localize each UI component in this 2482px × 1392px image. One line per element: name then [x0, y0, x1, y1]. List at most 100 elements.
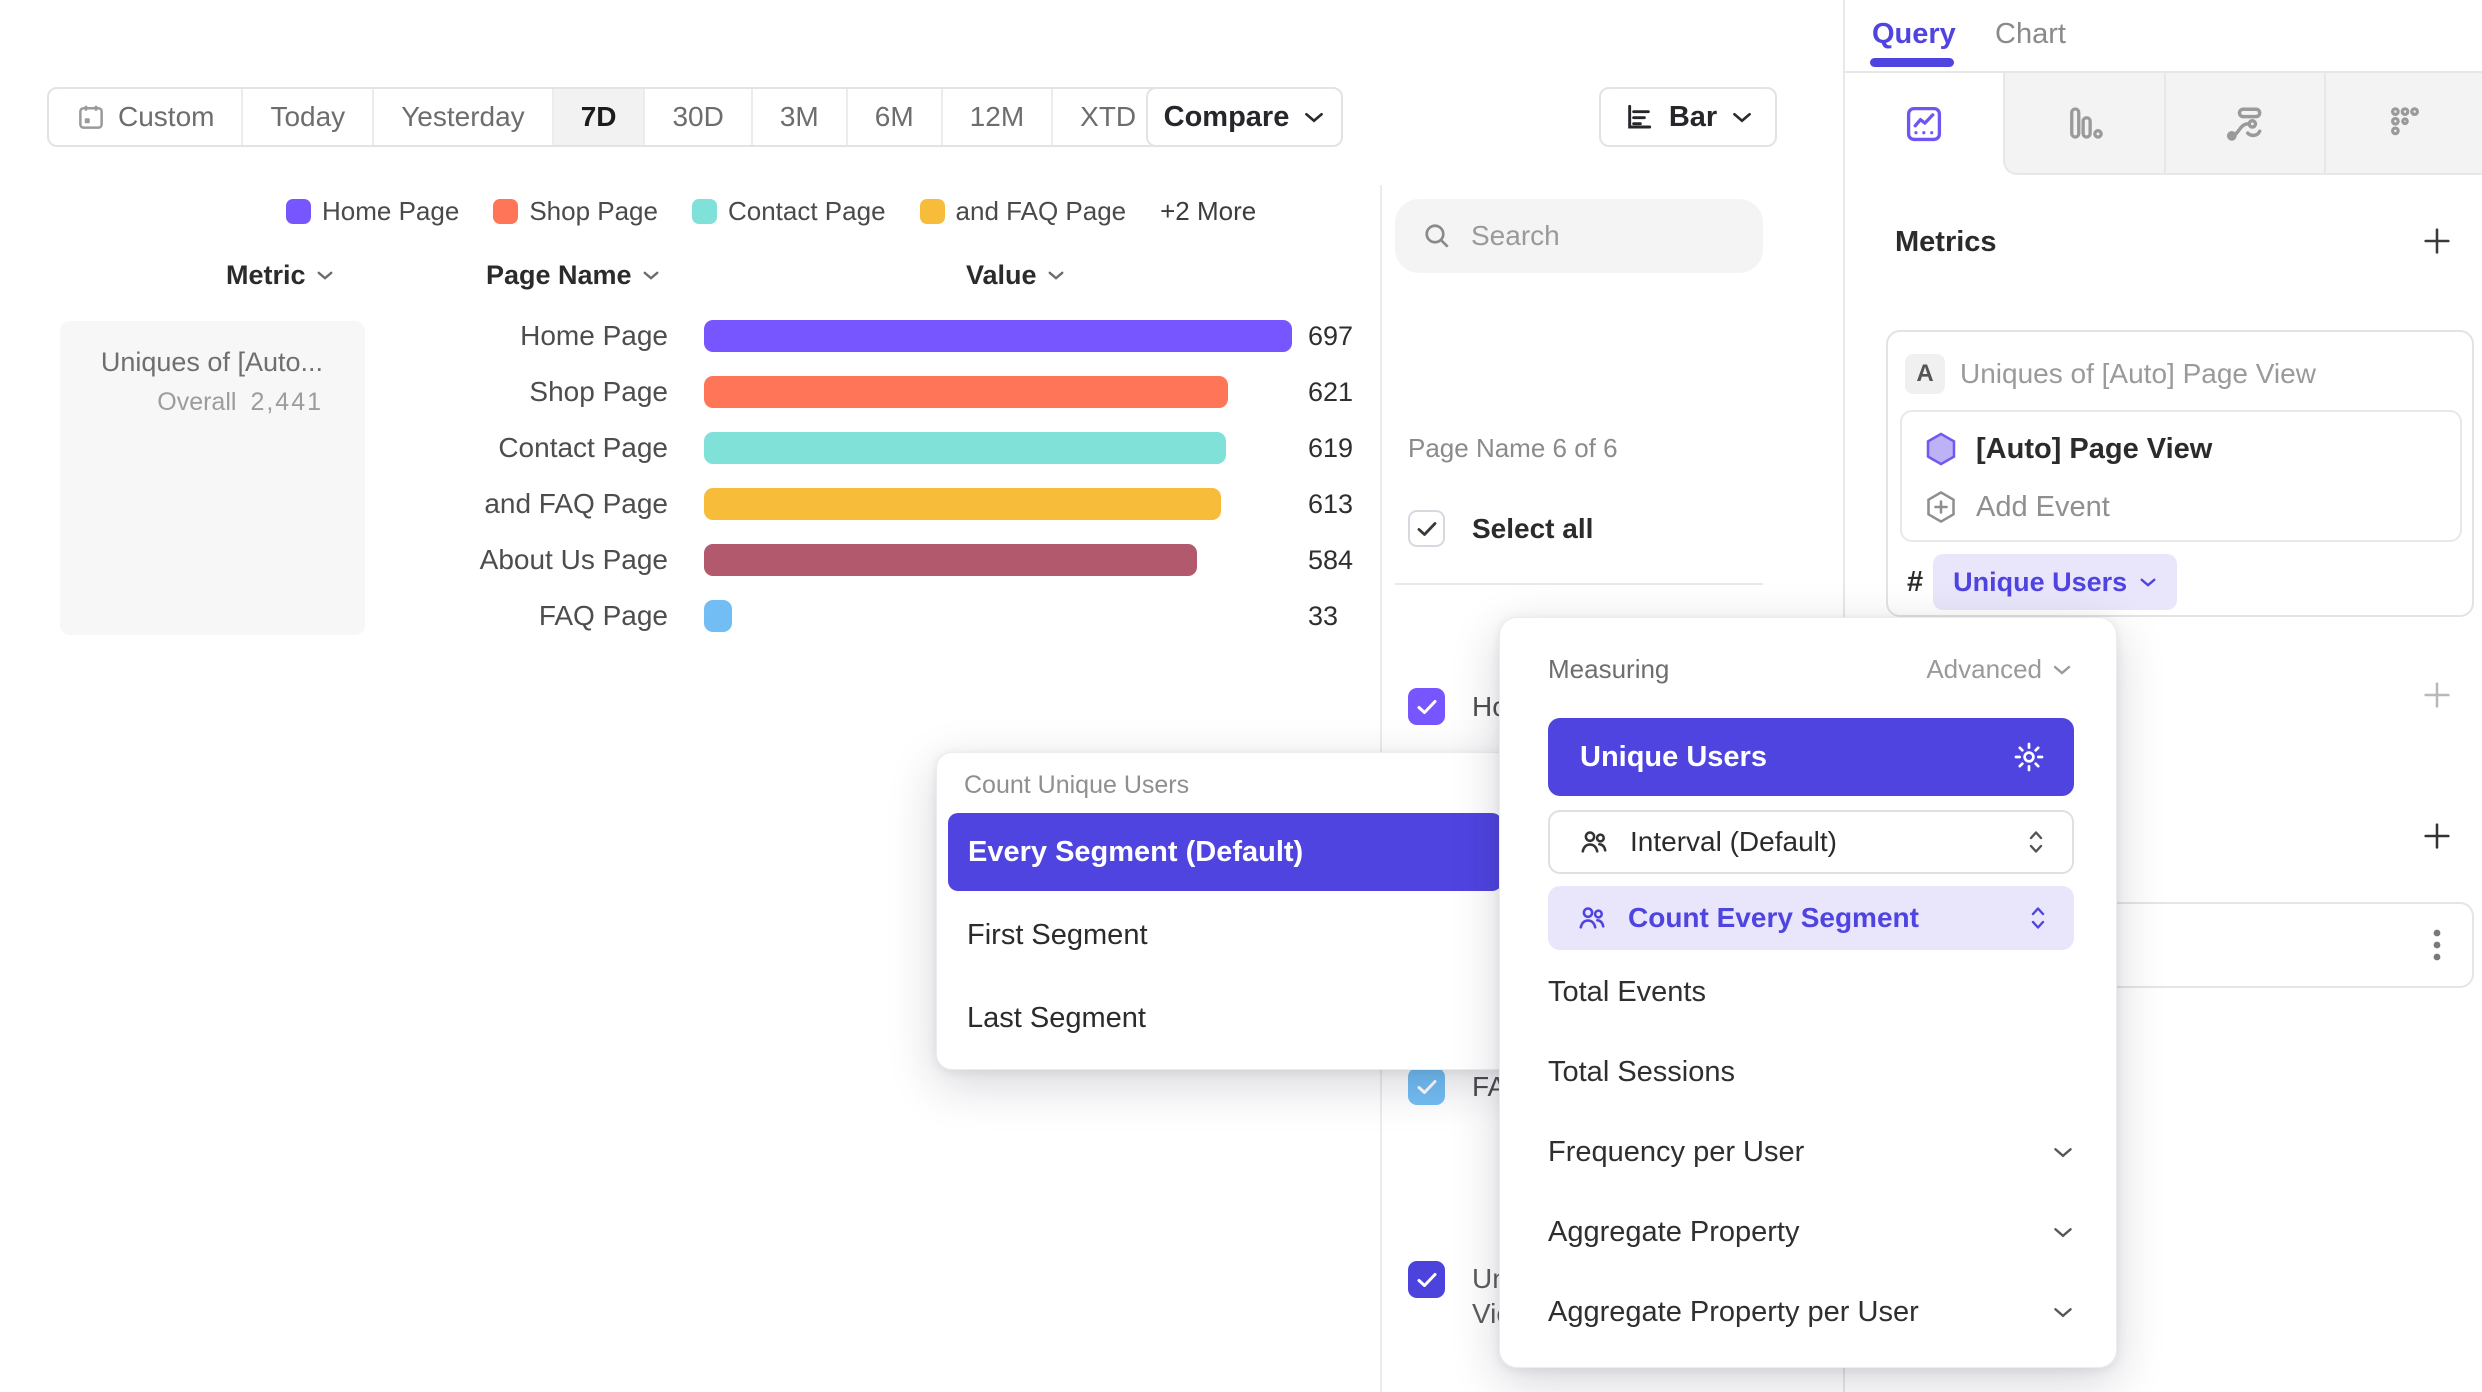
report-tab-funnels[interactable]	[2003, 73, 2164, 175]
measuring-option[interactable]: Total Sessions	[1548, 1055, 1735, 1088]
tab-chart[interactable]: Chart	[1995, 18, 2066, 50]
bar-row: Home Page 697	[388, 308, 1353, 364]
check-icon	[1417, 1272, 1436, 1287]
metric-summary-cell[interactable]: Uniques of [Auto... Overall 2,441	[60, 321, 365, 635]
event-hexagon-icon	[1926, 432, 1956, 466]
range-label: Custom	[118, 101, 215, 132]
calendar-icon	[79, 105, 103, 129]
compare-button[interactable]: Compare	[1146, 87, 1343, 147]
menu-option[interactable]: First Segment	[967, 919, 1148, 951]
measuring-option-selected[interactable]: Unique Users	[1548, 718, 2074, 796]
legend-item[interactable]: Home Page	[286, 196, 459, 227]
chart-legend: Home Page Shop Page Contact Page and FAQ…	[286, 196, 1256, 227]
bar[interactable]	[704, 432, 1227, 464]
bar-value: 621	[1308, 376, 1354, 407]
check-icon	[1417, 521, 1436, 536]
legend-swatch	[493, 199, 519, 224]
bar-label: Home Page	[520, 320, 668, 351]
count-mode-selector[interactable]: Count Every Segment	[1548, 886, 2074, 950]
column-header-value[interactable]: Value	[966, 260, 1065, 291]
add-metric-button[interactable]	[2420, 224, 2454, 258]
group-label: Page Name 6 of 6	[1408, 433, 1618, 463]
report-tab-retention[interactable]	[2323, 73, 2482, 175]
stepper-icon[interactable]	[2026, 904, 2050, 932]
metric-card-title: Uniques of [Auto] Page View	[1960, 358, 2316, 389]
measuring-header: Measuring Advanced	[1548, 654, 2072, 685]
measure-row: # Unique Users	[1907, 554, 2178, 610]
measure-chip[interactable]: Unique Users	[1933, 554, 2178, 610]
metric-title: Uniques of [Auto...	[100, 347, 323, 377]
advanced-toggle[interactable]: Advanced	[1926, 654, 2072, 685]
range-3m[interactable]: 3M	[753, 89, 848, 145]
bar[interactable]	[704, 544, 1197, 576]
measuring-option[interactable]: Total Events	[1548, 975, 1706, 1008]
active-tab-underline	[1870, 58, 1954, 67]
item-checkbox[interactable]	[1408, 1261, 1445, 1298]
bar-chart: Home Page 697 Shop Page 621 Contact Page…	[388, 308, 1353, 644]
menu-option[interactable]: Last Segment	[967, 1002, 1146, 1034]
gear-icon[interactable]	[2012, 740, 2046, 774]
range-12m[interactable]: 12M	[943, 89, 1054, 145]
range-yesterday[interactable]: Yesterday	[374, 89, 554, 145]
legend-item[interactable]: and FAQ Page	[919, 196, 1126, 227]
bar-row: and FAQ Page 613	[388, 476, 1353, 532]
metric-overall: Overall 2,441	[157, 388, 323, 416]
date-range-toolbar: Custom Today Yesterday 7D 30D 3M 6M 12M …	[47, 87, 1198, 147]
more-options-icon[interactable]	[2432, 925, 2442, 965]
chevron-down-icon	[2054, 1307, 2072, 1317]
people-icon	[1581, 831, 1607, 853]
measuring-option-expandable[interactable]: Aggregate Property per User	[1548, 1292, 2074, 1332]
measuring-menu: Measuring Advanced Unique Users Interval…	[1499, 617, 2117, 1368]
range-30d[interactable]: 30D	[645, 89, 753, 145]
range-6m[interactable]: 6M	[848, 89, 943, 145]
metric-card: A Uniques of [Auto] Page View [Auto] Pag…	[1886, 330, 2474, 617]
legend-item[interactable]: Shop Page	[493, 196, 658, 227]
bar-row: Contact Page 619	[388, 420, 1353, 476]
event-row[interactable]: [Auto] Page View	[1922, 422, 2212, 476]
bar[interactable]	[704, 488, 1222, 520]
chevron-down-icon	[2053, 665, 2071, 675]
legend-item[interactable]: Contact Page	[691, 196, 886, 227]
chevron-down-icon	[1733, 112, 1752, 122]
measuring-option-expandable[interactable]: Frequency per User	[1548, 1132, 2074, 1172]
chevron-down-icon	[643, 271, 659, 280]
select-all-row[interactable]: Select all	[1408, 510, 1593, 547]
flows-icon	[2226, 107, 2262, 141]
range-custom[interactable]: Custom	[49, 89, 244, 145]
item-checkbox[interactable]	[1408, 1068, 1445, 1105]
interval-selector[interactable]: Interval (Default)	[1548, 810, 2074, 874]
retention-icon	[2390, 107, 2419, 136]
bar[interactable]	[704, 600, 732, 632]
bar[interactable]	[704, 320, 1292, 352]
stepper-icon[interactable]	[2024, 828, 2048, 856]
bar-row: Shop Page 621	[388, 364, 1353, 420]
number-sign: #	[1907, 565, 1924, 598]
legend-swatch	[691, 199, 717, 224]
list-divider	[1395, 583, 1763, 585]
range-7d[interactable]: 7D	[553, 89, 646, 145]
chevron-down-icon	[2140, 578, 2156, 587]
report-tab-insights[interactable]	[1845, 73, 2004, 175]
chevron-down-icon	[2054, 1147, 2072, 1157]
menu-option-selected[interactable]: Every Segment (Default)	[948, 813, 1502, 891]
add-breakdown-button[interactable]	[2420, 819, 2454, 853]
range-today[interactable]: Today	[243, 89, 375, 145]
report-tab-flows[interactable]	[2163, 73, 2324, 175]
measuring-option-expandable[interactable]: Aggregate Property	[1548, 1212, 2074, 1252]
column-header-page-name[interactable]: Page Name	[486, 260, 660, 291]
search-box[interactable]	[1395, 199, 1763, 273]
search-input[interactable]	[1471, 220, 1721, 252]
item-checkbox[interactable]	[1408, 688, 1445, 725]
add-event-row[interactable]: Add Event	[1922, 480, 2110, 534]
legend-swatch	[919, 199, 945, 224]
tab-query[interactable]: Query	[1872, 18, 1956, 50]
add-filter-button[interactable]	[2420, 678, 2454, 712]
legend-more[interactable]: +2 More	[1160, 196, 1257, 226]
select-all-label: Select all	[1472, 512, 1594, 544]
bar-label: and FAQ Page	[484, 488, 668, 519]
chevron-down-icon	[1305, 112, 1324, 122]
column-header-metric[interactable]: Metric	[226, 260, 334, 291]
bar[interactable]	[704, 376, 1228, 408]
select-all-checkbox[interactable]	[1408, 510, 1445, 547]
chart-type-button[interactable]: Bar	[1599, 87, 1777, 147]
